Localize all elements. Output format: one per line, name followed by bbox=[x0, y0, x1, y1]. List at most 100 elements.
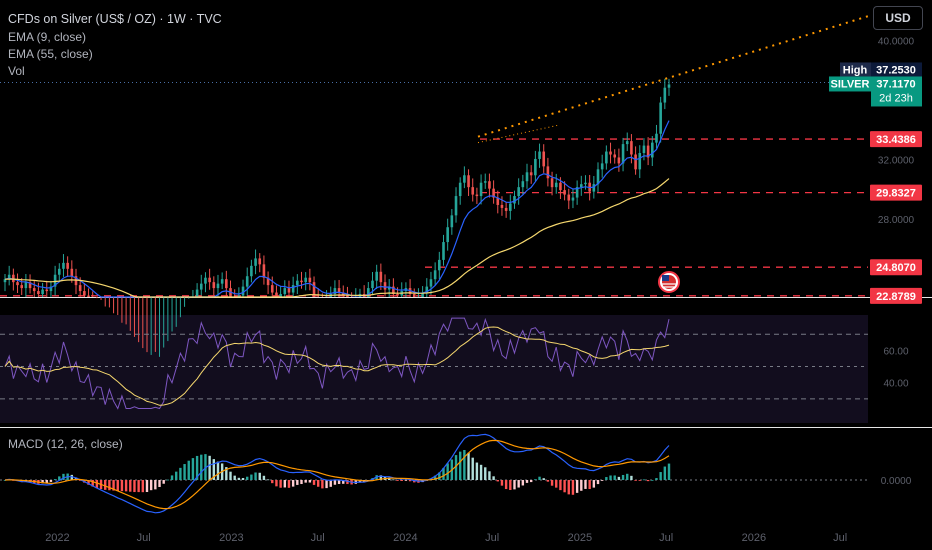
candle bbox=[596, 162, 600, 193]
candle-body bbox=[471, 187, 475, 195]
currency-button[interactable]: USD bbox=[873, 6, 923, 30]
candle-body bbox=[433, 270, 437, 280]
macd-hist-bar bbox=[45, 480, 48, 484]
macd-hist-bar bbox=[287, 480, 291, 488]
candle-body bbox=[646, 145, 650, 158]
macd-hist-bar bbox=[133, 480, 136, 493]
macd-hist-bar bbox=[104, 480, 107, 490]
candle bbox=[287, 280, 291, 297]
candle bbox=[521, 174, 525, 195]
candle-body bbox=[463, 175, 466, 183]
candle bbox=[275, 285, 278, 297]
macd-hist-bar bbox=[513, 480, 516, 490]
candle bbox=[379, 263, 383, 291]
candle-body bbox=[262, 264, 266, 278]
macd-hist-bar bbox=[575, 480, 579, 493]
symbol-label: SILVER bbox=[831, 78, 870, 90]
ema-fast-line bbox=[4, 120, 670, 298]
candle-body bbox=[504, 207, 508, 211]
candle bbox=[509, 194, 512, 220]
candle bbox=[538, 143, 541, 168]
macd-hist-bar bbox=[275, 480, 278, 487]
candle-body bbox=[199, 283, 203, 290]
candle-body bbox=[446, 227, 449, 243]
macd-hist-bar bbox=[500, 480, 504, 486]
candle bbox=[408, 279, 412, 297]
macd-hist-bar bbox=[642, 479, 646, 481]
macd-hist-bar bbox=[254, 472, 257, 480]
macd-hist-bar bbox=[358, 480, 362, 483]
high-label-badge bbox=[840, 62, 871, 77]
macd-hist-bar bbox=[141, 480, 145, 493]
candles-group bbox=[3, 78, 671, 357]
candle-body bbox=[525, 172, 529, 182]
x-tick-label: 2026 bbox=[742, 532, 766, 544]
candle bbox=[258, 253, 262, 273]
last-price-value: 37.1170 bbox=[876, 78, 915, 90]
candle-body bbox=[279, 294, 282, 297]
macd-hist-bar bbox=[200, 454, 203, 480]
macd-hist-bar bbox=[308, 480, 312, 483]
macd-hist-bar bbox=[145, 480, 149, 493]
macd-hist-bar bbox=[404, 480, 408, 481]
macd-hist-bar bbox=[630, 475, 633, 480]
candle-body bbox=[70, 268, 74, 277]
candle bbox=[229, 280, 232, 297]
rsi-band-background bbox=[0, 315, 868, 423]
macd-hist-bar bbox=[291, 480, 295, 487]
candle-body bbox=[392, 286, 395, 295]
candle-body bbox=[32, 288, 36, 292]
candle bbox=[279, 285, 282, 297]
candle-body bbox=[379, 271, 383, 283]
candle bbox=[567, 188, 571, 210]
candle-body bbox=[78, 285, 82, 292]
x-tick-label: Jul bbox=[311, 532, 325, 544]
macd-hist-bar bbox=[638, 480, 641, 481]
macd-hist-bar bbox=[438, 472, 441, 480]
macd-hist-bar bbox=[137, 480, 140, 493]
candle bbox=[433, 262, 437, 286]
candle bbox=[425, 278, 429, 297]
macd-hist-bar bbox=[475, 462, 479, 480]
macd-hist-bar bbox=[279, 480, 282, 488]
candle bbox=[304, 272, 307, 291]
candle bbox=[283, 280, 287, 297]
macd-hist-bar bbox=[563, 480, 566, 493]
macd-hist-bar bbox=[555, 480, 558, 488]
symbol-title: CFDs on Silver (US$ / OZ) · 1W · TVC bbox=[8, 12, 222, 26]
macd-hist-bar bbox=[446, 463, 449, 480]
candle bbox=[580, 175, 583, 196]
ema55-legend: EMA (55, close) bbox=[8, 47, 93, 61]
candle bbox=[642, 138, 646, 161]
candle-body bbox=[53, 274, 57, 287]
level-price-badge bbox=[870, 131, 922, 148]
candle-body bbox=[300, 280, 303, 283]
candle-body bbox=[609, 151, 612, 155]
macd-hist-bar bbox=[646, 480, 650, 482]
macd-hist-bar bbox=[112, 480, 115, 491]
candle-body bbox=[517, 187, 520, 197]
candle bbox=[605, 145, 608, 170]
candle bbox=[45, 280, 49, 297]
macd-hist-bar bbox=[49, 480, 53, 482]
macd-hist-bar bbox=[170, 475, 174, 480]
candle bbox=[270, 276, 274, 297]
candle-body bbox=[258, 258, 262, 265]
macd-hist-bar bbox=[250, 474, 253, 480]
macd-hist-bar bbox=[542, 478, 545, 480]
candle bbox=[454, 187, 458, 223]
candle bbox=[262, 255, 266, 285]
level-price-badge bbox=[870, 184, 922, 201]
candle bbox=[613, 149, 617, 164]
candle-body bbox=[62, 262, 65, 269]
macd-hist-bar bbox=[496, 480, 499, 482]
candle-body bbox=[475, 194, 479, 197]
candle bbox=[87, 288, 90, 297]
macd-hist-bar bbox=[471, 457, 474, 480]
macd-hist-bar bbox=[154, 480, 157, 490]
candle bbox=[237, 287, 241, 297]
candle bbox=[28, 274, 32, 294]
candle bbox=[83, 282, 86, 297]
candle-body bbox=[529, 172, 533, 176]
